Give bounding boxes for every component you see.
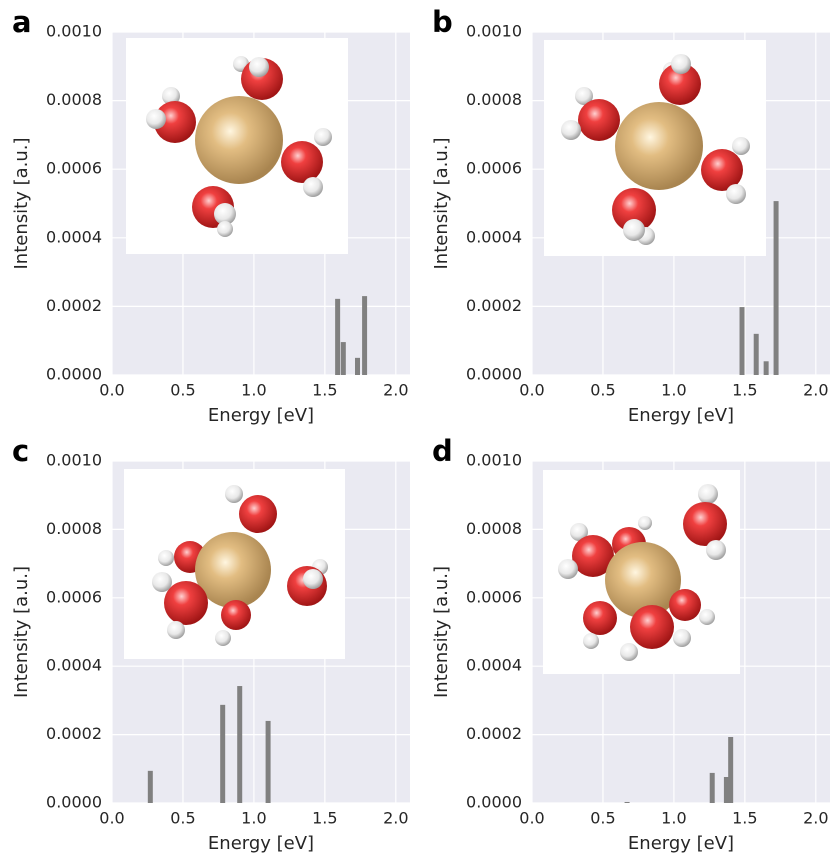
x-tick-label: 1.0 — [241, 381, 266, 400]
bar — [148, 771, 153, 803]
x-tick-label: 0.0 — [99, 381, 124, 400]
y-tick-label: 0.0008 — [466, 519, 522, 538]
bar — [740, 307, 745, 375]
y-tick-label: 0.0004 — [466, 227, 522, 246]
x-tick-label: 2.0 — [383, 381, 408, 400]
bar — [266, 721, 271, 803]
y-tick-label: 0.0006 — [46, 587, 102, 606]
x-tick-label: 0.5 — [170, 381, 195, 400]
y-tick-label: 0.0006 — [46, 159, 102, 178]
figure: 0.00000.00020.00040.00060.00080.00100.00… — [0, 0, 830, 857]
y-tick-label: 0.0002 — [46, 724, 102, 743]
x-tick-label: 0.0 — [519, 381, 544, 400]
bar — [625, 802, 630, 803]
x-tick-label: 0.5 — [590, 381, 615, 400]
x-tick-label: 2.0 — [803, 809, 828, 828]
y-tick-label: 0.0008 — [46, 90, 102, 109]
y-tick-label: 0.0010 — [466, 22, 522, 41]
inset-d — [543, 470, 740, 674]
panel-label: b — [432, 5, 453, 39]
y-axis-label: Intensity [a.u.] — [431, 138, 452, 270]
y-tick-label: 0.0010 — [46, 451, 102, 470]
y-tick-label: 0.0002 — [466, 296, 522, 315]
x-axis-label: Energy [eV] — [208, 405, 314, 426]
bar — [710, 773, 715, 803]
y-tick-label: 0.0000 — [46, 793, 102, 812]
y-tick-label: 0.0008 — [466, 90, 522, 109]
x-tick-label: 0.0 — [99, 809, 124, 828]
panel-label: d — [432, 434, 453, 468]
inset-a — [126, 38, 348, 254]
bar — [754, 334, 759, 375]
y-tick-label: 0.0006 — [466, 587, 522, 606]
x-tick-label: 1.0 — [241, 809, 266, 828]
bar — [220, 705, 225, 803]
bar — [237, 686, 242, 803]
y-tick-label: 0.0010 — [46, 22, 102, 41]
y-tick-label: 0.0000 — [466, 365, 522, 384]
y-axis-label: Intensity [a.u.] — [11, 566, 32, 698]
panel-label: a — [12, 5, 32, 39]
bar — [724, 777, 729, 803]
bar — [335, 299, 340, 375]
y-tick-label: 0.0000 — [46, 365, 102, 384]
y-tick-label: 0.0006 — [466, 159, 522, 178]
x-tick-label: 1.5 — [312, 381, 337, 400]
inset-b — [544, 40, 766, 256]
x-tick-label: 1.0 — [661, 809, 686, 828]
bar — [764, 361, 769, 375]
y-tick-label: 0.0004 — [46, 227, 102, 246]
x-tick-label: 0.0 — [519, 809, 544, 828]
x-tick-label: 1.0 — [661, 381, 686, 400]
x-axis-label: Energy [eV] — [628, 405, 734, 426]
y-tick-label: 0.0004 — [46, 656, 102, 675]
x-tick-label: 2.0 — [803, 381, 828, 400]
panel-label: c — [12, 434, 29, 468]
x-tick-label: 2.0 — [383, 809, 408, 828]
y-axis-label: Intensity [a.u.] — [11, 138, 32, 270]
y-tick-label: 0.0010 — [466, 451, 522, 470]
x-tick-label: 0.5 — [590, 809, 615, 828]
bar — [341, 342, 346, 375]
inset-c — [124, 469, 345, 659]
y-tick-label: 0.0002 — [46, 296, 102, 315]
bar — [774, 201, 779, 375]
x-tick-label: 1.5 — [732, 809, 757, 828]
bar — [362, 296, 367, 375]
bar — [355, 358, 360, 375]
x-tick-label: 1.5 — [732, 381, 757, 400]
x-axis-label: Energy [eV] — [628, 833, 734, 854]
y-axis-label: Intensity [a.u.] — [431, 566, 452, 698]
y-tick-label: 0.0004 — [466, 656, 522, 675]
x-tick-label: 0.5 — [170, 809, 195, 828]
y-tick-label: 0.0008 — [46, 519, 102, 538]
y-tick-label: 0.0000 — [466, 793, 522, 812]
bar — [728, 737, 733, 803]
x-tick-label: 1.5 — [312, 809, 337, 828]
x-axis-label: Energy [eV] — [208, 833, 314, 854]
y-tick-label: 0.0002 — [466, 724, 522, 743]
